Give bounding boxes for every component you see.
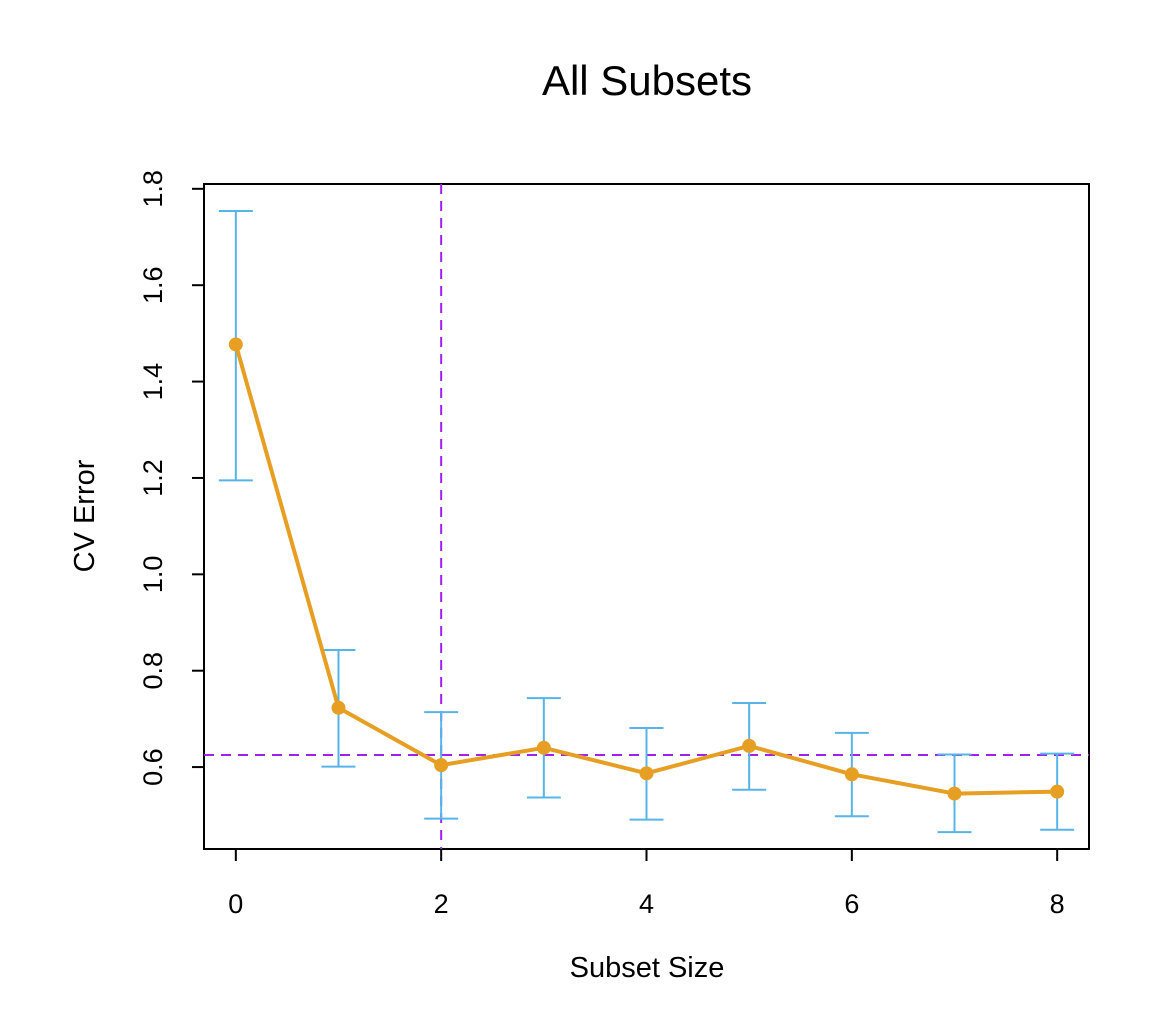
x-axis-label: Subset Size — [570, 952, 725, 984]
y-tick-label: 1.8 — [138, 170, 168, 208]
data-point — [639, 766, 654, 781]
x-tick-label: 6 — [844, 889, 859, 919]
data-point — [228, 337, 243, 352]
data-point — [844, 767, 859, 782]
data-point — [947, 786, 962, 801]
y-axis-label: CV Error — [69, 459, 101, 572]
series-layer — [228, 337, 1065, 801]
y-axis: 0.6 0.8 1.0 1.2 1.4 1.6 1.8 — [138, 170, 205, 786]
x-axis: 0 2 4 6 8 — [228, 848, 1065, 919]
data-point — [536, 740, 551, 755]
data-point — [331, 700, 346, 715]
y-tick-label: 0.8 — [138, 652, 168, 690]
y-tick-label: 1.4 — [138, 363, 168, 401]
x-tick-label: 8 — [1050, 889, 1065, 919]
series-line — [233, 343, 1058, 796]
data-point — [742, 738, 757, 753]
y-tick-label: 1.6 — [138, 266, 168, 304]
y-tick-label: 1.0 — [138, 556, 168, 594]
y-tick-label: 1.2 — [138, 459, 168, 497]
x-tick-label: 2 — [434, 889, 449, 919]
x-tick-label: 4 — [639, 889, 654, 919]
data-point — [1050, 784, 1065, 799]
x-tick-label: 0 — [228, 889, 243, 919]
chart-title: All Subsets — [542, 57, 752, 104]
data-point — [434, 758, 449, 773]
y-tick-label: 0.6 — [138, 748, 168, 786]
error-bars — [218, 209, 1075, 834]
